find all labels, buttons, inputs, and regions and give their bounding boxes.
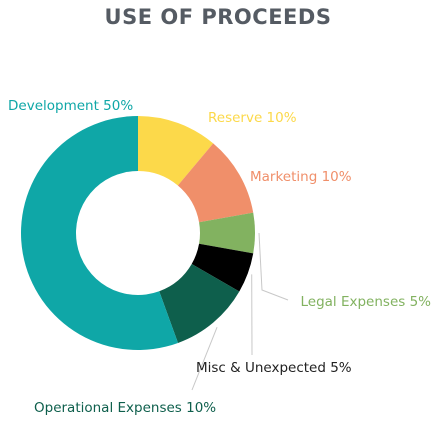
label-misc-unexpected-5: Misc & Unexpected 5% — [196, 360, 352, 376]
label-development-50: Development 50% — [8, 98, 133, 114]
slice-legal-expenses-5 — [199, 212, 255, 254]
donut-slices — [20, 116, 255, 351]
leader-lines — [191, 232, 289, 391]
slice-marketing-10 — [177, 143, 254, 223]
slice-misc-unexpected-5 — [191, 243, 254, 292]
leader-operational-expenses — [191, 327, 218, 391]
label-reserve-10: Reserve 10% — [208, 110, 297, 126]
label-marketing-10: Marketing 10% — [250, 169, 352, 185]
chart-title: USE OF PROCEEDS — [105, 5, 332, 29]
slice-development-50 — [20, 116, 179, 351]
slice-operational-expenses-10 — [159, 264, 240, 343]
label-legal-expenses-5: Legal Expenses 5% — [300, 294, 431, 310]
leader-legal-expenses — [258, 232, 289, 301]
label-operational-expenses-10: Operational Expenses 10% — [34, 400, 216, 416]
slice-reserve-10 — [138, 116, 214, 186]
slice-labels: Development 50% Reserve 10% Marketing 10% L… — [8, 98, 431, 416]
